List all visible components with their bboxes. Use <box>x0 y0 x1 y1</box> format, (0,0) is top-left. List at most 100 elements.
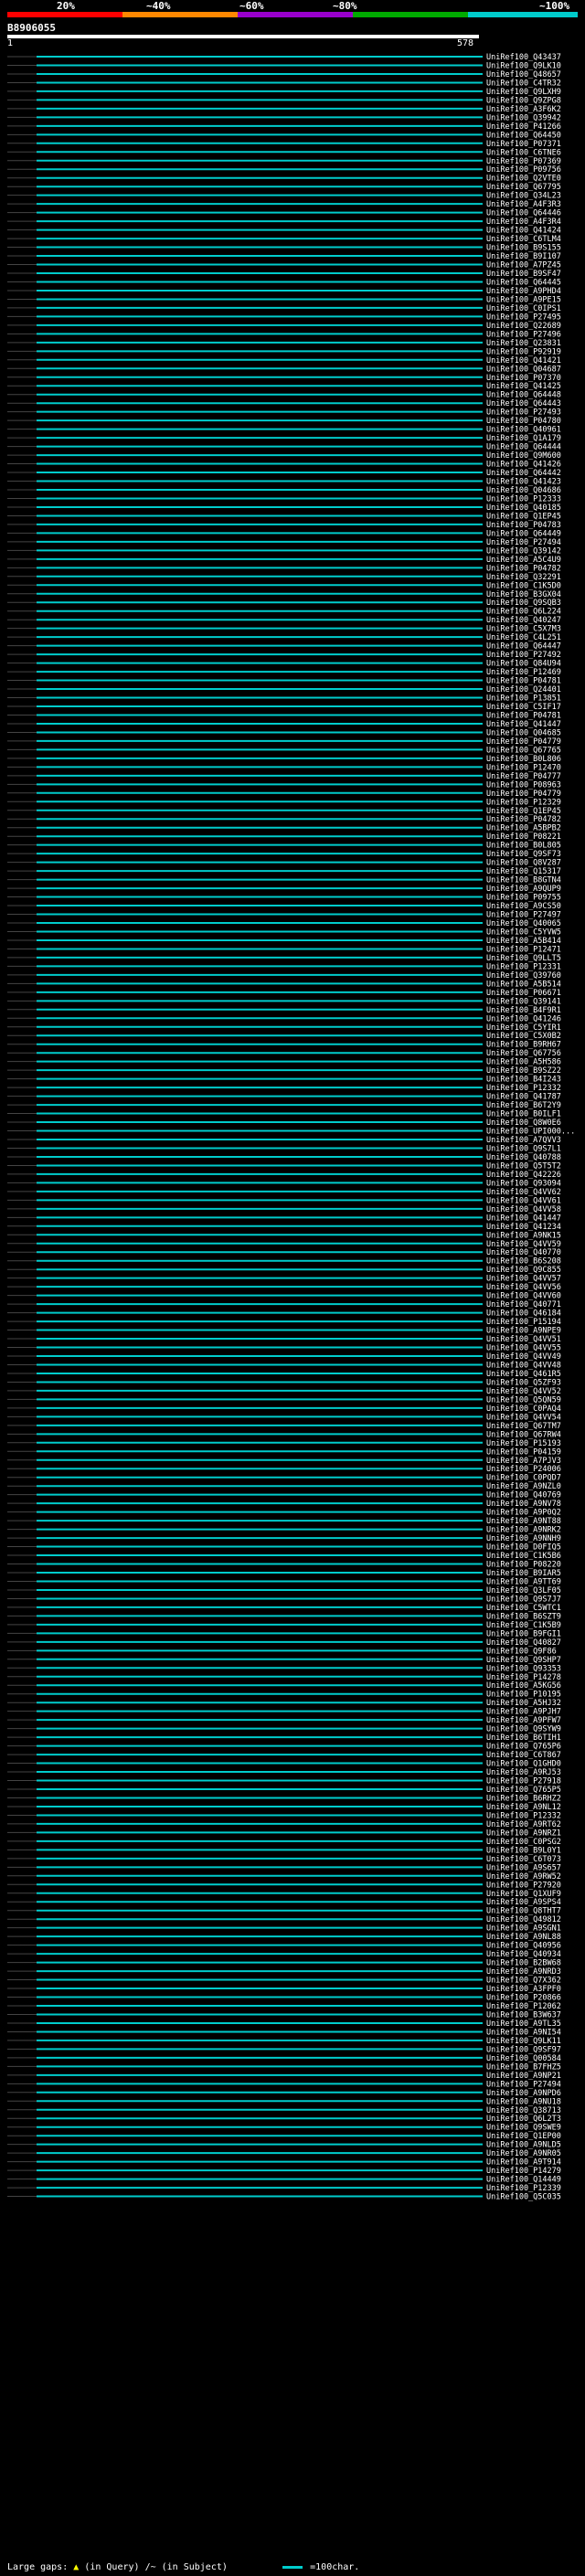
alignment-row[interactable]: UniRef100_B6RHZ2 <box>7 1794 561 1803</box>
alignment-row[interactable]: UniRef100_A3F6K2 <box>7 105 561 114</box>
alignment-row[interactable]: UniRef100_Q4VV55 <box>7 1344 561 1353</box>
alignment-row[interactable]: UniRef100_B6TIH1 <box>7 1733 561 1743</box>
alignment-row[interactable]: UniRef100_Q9LXH9 <box>7 88 561 97</box>
alignment-row[interactable]: UniRef100_Q38713 <box>7 2106 561 2115</box>
alignment-row[interactable]: UniRef100_P04779 <box>7 790 561 799</box>
alignment-row[interactable]: UniRef100_Q4VV59 <box>7 1240 561 1249</box>
alignment-row[interactable]: UniRef100_Q9C855 <box>7 1266 561 1275</box>
alignment-row[interactable]: UniRef100_A9RJ53 <box>7 1768 561 1777</box>
alignment-row[interactable]: UniRef100_Q67795 <box>7 183 561 192</box>
alignment-row[interactable]: UniRef100_B9SZ22 <box>7 1066 561 1076</box>
alignment-row[interactable]: UniRef100_P06671 <box>7 989 561 998</box>
alignment-row[interactable]: UniRef100_A9NPD6 <box>7 2089 561 2098</box>
alignment-row[interactable]: UniRef100_P27495 <box>7 313 561 322</box>
alignment-row[interactable]: UniRef100_A9CS50 <box>7 902 561 911</box>
alignment-row[interactable]: UniRef100_P12332 <box>7 1084 561 1093</box>
alignment-row[interactable]: UniRef100_A9TT69 <box>7 1577 561 1586</box>
alignment-row[interactable]: UniRef100_Q41234 <box>7 1223 561 1232</box>
alignment-row[interactable]: UniRef100_P04777 <box>7 772 561 781</box>
alignment-row[interactable]: UniRef100_Q9M600 <box>7 451 561 461</box>
alignment-row[interactable]: UniRef100_A9S657 <box>7 1863 561 1872</box>
alignment-row[interactable]: UniRef100_A3FPF0 <box>7 1985 561 1994</box>
alignment-row[interactable]: UniRef100_B4F9R1 <box>7 1006 561 1015</box>
alignment-row[interactable]: UniRef100_Q23831 <box>7 339 561 348</box>
alignment-row[interactable]: UniRef100_P09755 <box>7 894 561 903</box>
alignment-row[interactable]: UniRef100_B0L805 <box>7 842 561 851</box>
alignment-row[interactable]: UniRef100_Q49812 <box>7 1915 561 1924</box>
alignment-row[interactable]: UniRef100_Q1EP45 <box>7 807 561 816</box>
alignment-row[interactable]: UniRef100_Q39942 <box>7 113 561 122</box>
alignment-row[interactable]: UniRef100_Q1GHD0 <box>7 1760 561 1769</box>
alignment-row[interactable]: UniRef100_P14278 <box>7 1673 561 1682</box>
alignment-row[interactable]: UniRef100_P27496 <box>7 330 561 339</box>
alignment-row[interactable]: UniRef100_C6TLM4 <box>7 235 561 244</box>
alignment-row[interactable]: UniRef100_A9NR05 <box>7 2149 561 2158</box>
alignment-row[interactable]: UniRef100_P27493 <box>7 408 561 418</box>
alignment-row[interactable]: UniRef100_Q64444 <box>7 443 561 452</box>
alignment-row[interactable]: UniRef100_Q9SYW9 <box>7 1725 561 1734</box>
alignment-row[interactable]: UniRef100_P41266 <box>7 122 561 132</box>
alignment-row[interactable]: UniRef100_A4F3R3 <box>7 200 561 209</box>
alignment-row[interactable]: UniRef100_P12332 <box>7 1811 561 1820</box>
alignment-row[interactable]: UniRef100_Q04687 <box>7 365 561 374</box>
alignment-row[interactable]: UniRef100_B8GTN4 <box>7 876 561 885</box>
alignment-row[interactable]: UniRef100_A9NT88 <box>7 1517 561 1526</box>
alignment-row[interactable]: UniRef100_Q1XUF9 <box>7 1890 561 1899</box>
alignment-row[interactable]: UniRef100_P27494 <box>7 538 561 547</box>
alignment-row[interactable]: UniRef100_Q41425 <box>7 382 561 391</box>
alignment-row[interactable]: UniRef100_P04780 <box>7 417 561 426</box>
alignment-row[interactable]: UniRef100_Q64450 <box>7 131 561 140</box>
alignment-row[interactable]: UniRef100_A5H586 <box>7 1058 561 1067</box>
alignment-row[interactable]: UniRef100_Q39142 <box>7 546 561 556</box>
alignment-row[interactable]: UniRef100_Q5ZF93 <box>7 1378 561 1387</box>
alignment-row[interactable]: UniRef100_A9PE15 <box>7 295 561 304</box>
alignment-row[interactable]: UniRef100_A5B514 <box>7 980 561 989</box>
alignment-row[interactable]: UniRef100_A9PJH7 <box>7 1708 561 1717</box>
alignment-row[interactable]: UniRef100_B0L806 <box>7 755 561 764</box>
alignment-row[interactable]: UniRef100_P07370 <box>7 374 561 383</box>
alignment-row[interactable]: UniRef100_Q1EP45 <box>7 512 561 521</box>
alignment-row[interactable]: UniRef100_Q40769 <box>7 1491 561 1500</box>
alignment-row[interactable]: UniRef100_Q40934 <box>7 1950 561 1959</box>
alignment-row[interactable]: UniRef100_P08220 <box>7 1561 561 1570</box>
alignment-row[interactable]: UniRef100_Q64449 <box>7 529 561 538</box>
alignment-row[interactable]: UniRef100_A9RT62 <box>7 1820 561 1829</box>
alignment-row[interactable]: UniRef100_Q4VV62 <box>7 1188 561 1197</box>
alignment-row[interactable]: UniRef100_Q9SHP7 <box>7 1656 561 1665</box>
alignment-row[interactable]: UniRef100_P20866 <box>7 1994 561 2003</box>
alignment-row[interactable]: UniRef100_Q41423 <box>7 478 561 487</box>
alignment-row[interactable]: UniRef100_C0PQD7 <box>7 1474 561 1483</box>
alignment-row[interactable]: UniRef100_B9RH67 <box>7 1041 561 1050</box>
alignment-row[interactable]: UniRef100_C6T073 <box>7 1855 561 1864</box>
alignment-row[interactable]: UniRef100_Q48657 <box>7 70 561 80</box>
alignment-row[interactable]: UniRef100_B6S208 <box>7 1257 561 1267</box>
alignment-row[interactable]: UniRef100_UPI000... <box>7 1128 575 1137</box>
alignment-row[interactable]: UniRef100_Q40956 <box>7 1942 561 1951</box>
alignment-row[interactable]: UniRef100_C4TR32 <box>7 79 561 88</box>
alignment-row[interactable]: UniRef100_P10195 <box>7 1691 561 1700</box>
alignment-row[interactable]: UniRef100_Q6L2T3 <box>7 2115 561 2124</box>
alignment-row[interactable]: UniRef100_Q6L224 <box>7 608 561 617</box>
alignment-row[interactable]: UniRef100_A9NLD5 <box>7 2141 561 2150</box>
alignment-row[interactable]: UniRef100_Q2VTE0 <box>7 175 561 184</box>
alignment-row[interactable]: UniRef100_Q41447 <box>7 720 561 729</box>
alignment-row[interactable]: UniRef100_B9SF47 <box>7 270 561 279</box>
alignment-row[interactable]: UniRef100_Q34L23 <box>7 192 561 201</box>
alignment-row[interactable]: UniRef100_A9NRD3 <box>7 1967 561 1977</box>
alignment-row[interactable]: UniRef100_Q4VV56 <box>7 1283 561 1292</box>
alignment-row[interactable]: UniRef100_Q40771 <box>7 1300 561 1309</box>
alignment-row[interactable]: UniRef100_P15193 <box>7 1439 561 1448</box>
alignment-row[interactable]: UniRef100_P04782 <box>7 564 561 573</box>
alignment-row[interactable]: UniRef100_P08963 <box>7 780 561 790</box>
alignment-row[interactable]: UniRef100_Q9SWE9 <box>7 2124 561 2133</box>
alignment-row[interactable]: UniRef100_Q4VV58 <box>7 1205 561 1214</box>
alignment-row[interactable]: UniRef100_B9FGI1 <box>7 1629 561 1638</box>
alignment-row[interactable]: UniRef100_P12339 <box>7 2184 561 2193</box>
alignment-row[interactable]: UniRef100_A9SGN1 <box>7 1924 561 1934</box>
alignment-row[interactable]: UniRef100_P24006 <box>7 1465 561 1474</box>
alignment-row[interactable]: UniRef100_Q32291 <box>7 573 561 582</box>
alignment-row[interactable]: UniRef100_Q40065 <box>7 919 561 928</box>
alignment-row[interactable]: UniRef100_P04781 <box>7 711 561 720</box>
alignment-row[interactable]: UniRef100_Q41246 <box>7 1014 561 1023</box>
alignment-row[interactable]: UniRef100_P27920 <box>7 1881 561 1890</box>
